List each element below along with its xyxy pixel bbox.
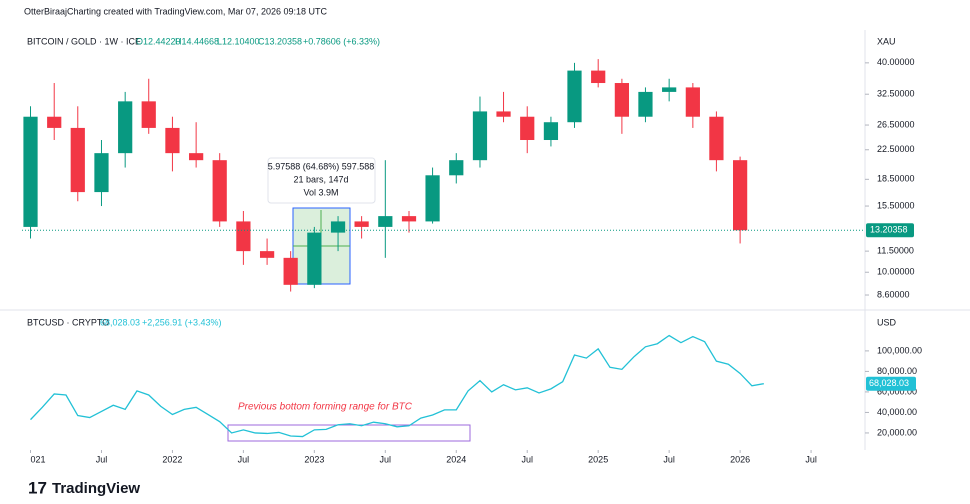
legend-price: 68,028.03 — [100, 317, 140, 327]
candle-body — [70, 127, 85, 193]
x-tick-label: 2025 — [588, 454, 608, 464]
axis-unit: XAU — [877, 36, 896, 46]
measure-text: 5.97588 (64.68%) 597.588 — [268, 161, 375, 171]
axis-unit: USD — [877, 317, 897, 327]
y-tick-label: 10.00000 — [877, 267, 915, 277]
y-tick-label: 40,000.00 — [877, 407, 917, 417]
y-tick-label: 40.00000 — [877, 57, 915, 67]
x-tick-label: 2023 — [304, 454, 324, 464]
candle-body — [520, 116, 535, 141]
candle-body — [23, 116, 38, 227]
measure-tooltip — [267, 157, 376, 204]
x-tick-label: 021 — [31, 454, 46, 464]
y-tick-label: 15.50000 — [877, 200, 915, 210]
legend-symbol: BITCOIN / GOLD · 1W · ICE — [27, 36, 141, 46]
candle-body — [614, 83, 630, 117]
candle-body — [449, 160, 464, 176]
y-tick-label: 11.50000 — [877, 246, 914, 256]
candle-body — [236, 221, 251, 252]
legend-close: C13.20358 — [258, 36, 302, 46]
measure-text: Vol 3.9M — [303, 187, 338, 197]
candle-body — [543, 122, 559, 141]
last-price-badge — [866, 376, 916, 391]
y-tick-label: 22.50000 — [877, 144, 915, 154]
candle-body — [330, 221, 346, 233]
candle-body — [141, 101, 156, 128]
series-line — [30, 334, 764, 438]
last-price-badge — [866, 223, 914, 238]
candle-body — [638, 91, 653, 117]
candle-body — [401, 216, 417, 222]
x-tick-label: Jul — [238, 454, 250, 464]
logo-icon: 17 — [28, 478, 47, 497]
candle-body — [567, 70, 582, 123]
candle-body — [685, 87, 700, 117]
candle-body — [259, 251, 275, 258]
y-tick-label: 26.50000 — [877, 119, 915, 129]
annotation: Previous bottom forming range for BTC — [238, 402, 413, 413]
candle-body — [47, 116, 62, 128]
range-box — [227, 424, 471, 442]
legend-change: +2,256.91 (+3.43%) — [142, 317, 222, 327]
y-tick-label: 8.60000 — [877, 289, 910, 299]
candle-body — [189, 153, 204, 161]
measure-text: 21 bars, 147d — [293, 174, 348, 184]
x-tick-label: 2024 — [446, 454, 466, 464]
y-tick-label: 32.50000 — [877, 89, 915, 99]
candle-body — [496, 111, 511, 117]
x-tick-label: Jul — [805, 454, 817, 464]
y-tick-label: 80,000.00 — [877, 366, 917, 376]
candle-body — [591, 70, 606, 84]
candle-body — [354, 221, 369, 227]
candle-body — [94, 153, 109, 193]
last-price-label: 13.20358 — [870, 225, 908, 235]
candle-body — [283, 257, 298, 285]
y-tick-label: 18.50000 — [877, 174, 915, 184]
candle-body — [118, 101, 133, 154]
legend-change: +0.78606 (+6.33%) — [303, 36, 380, 46]
candle-body — [212, 160, 227, 222]
candle-body — [709, 116, 724, 161]
x-tick-label: Jul — [663, 454, 675, 464]
x-tick-label: 2022 — [162, 454, 182, 464]
x-tick-label: Jul — [380, 454, 392, 464]
candle-body — [662, 87, 677, 92]
candle-body — [378, 216, 393, 227]
y-tick-label: 20,000.00 — [877, 427, 917, 437]
y-tick-label: 60,000.00 — [877, 386, 917, 396]
logo-text: TradingView — [52, 480, 140, 497]
x-tick-label: 2026 — [730, 454, 750, 464]
candle-body — [307, 232, 322, 285]
x-tick-label: Jul — [96, 454, 108, 464]
legend-open: O12.44220 — [136, 36, 181, 46]
y-tick-label: 100,000.00 — [877, 345, 922, 355]
header: OtterBiraajCharting created with Trading… — [24, 6, 327, 16]
candle-body — [425, 175, 440, 222]
candle-body — [472, 111, 488, 161]
legend-high: H14.44668 — [175, 36, 219, 46]
candle-body — [733, 160, 748, 231]
last-price-label: 68,028.03 — [869, 378, 909, 388]
legend-symbol: BTCUSD · CRYPTO — [27, 317, 109, 327]
legend-low: L12.10400 — [217, 36, 260, 46]
candle-body — [165, 127, 180, 154]
x-tick-label: Jul — [521, 454, 533, 464]
